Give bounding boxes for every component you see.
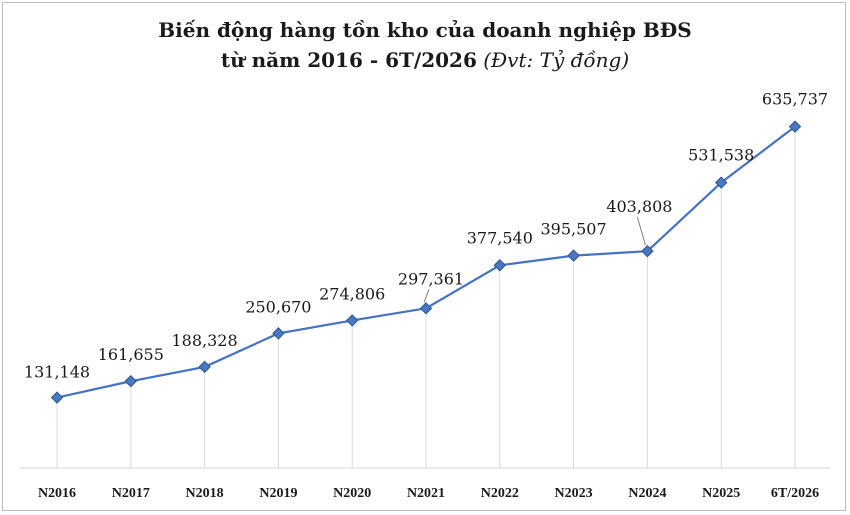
label-leader-line bbox=[636, 217, 646, 246]
data-label: 403,808 bbox=[606, 197, 672, 216]
data-label: 377,540 bbox=[467, 228, 533, 247]
data-point-marker bbox=[50, 391, 64, 404]
x-tick-label: N2018 bbox=[186, 486, 224, 501]
x-tick-label: N2017 bbox=[112, 486, 150, 501]
data-labels: 131,148 161,655 188,328 250,670 274,806 297,3… bbox=[24, 90, 828, 382]
data-point-marker bbox=[788, 120, 802, 133]
data-point-marker bbox=[567, 249, 580, 262]
data-point-marker bbox=[345, 314, 359, 327]
data-label: 635,737 bbox=[762, 90, 828, 109]
label-leader-line bbox=[423, 289, 430, 303]
x-tick-label: N2022 bbox=[481, 486, 519, 501]
leader-lines bbox=[423, 217, 646, 303]
data-label: 274,806 bbox=[319, 284, 385, 303]
data-label: 250,670 bbox=[245, 297, 311, 316]
data-label: 188,328 bbox=[172, 331, 238, 350]
x-tick-label: N2024 bbox=[628, 486, 666, 501]
chart-title: Biến động hàng tồn kho của doanh nghiệp … bbox=[158, 18, 692, 42]
chart-subtitle-text: từ năm 2016 - 6T/2026 bbox=[220, 48, 477, 72]
x-tick-label: N2023 bbox=[555, 486, 593, 501]
data-markers bbox=[50, 120, 802, 404]
data-point-marker bbox=[272, 327, 285, 340]
data-point-marker bbox=[198, 360, 211, 374]
data-label: 395,507 bbox=[541, 220, 607, 239]
chart-subtitle: từ năm 2016 - 6T/2026 (Đvt: Tỷ đồng) bbox=[0, 46, 850, 74]
data-point-marker bbox=[124, 374, 138, 388]
x-tick-label: 6T/2026 bbox=[771, 486, 819, 501]
data-label: 297,361 bbox=[398, 269, 464, 288]
data-point-marker bbox=[641, 244, 654, 258]
x-tick-label: N2020 bbox=[333, 486, 371, 501]
x-tick-labels: N2016 N2017 N2018 N2019 N2020 N2021 N2022 N2023… bbox=[38, 486, 819, 501]
data-point-marker bbox=[493, 259, 507, 272]
x-tick-label: N2016 bbox=[38, 486, 76, 501]
data-label: 531,538 bbox=[688, 146, 754, 165]
x-tick-label: N2025 bbox=[702, 486, 740, 501]
x-tick-label: N2019 bbox=[259, 486, 297, 501]
drop-lines bbox=[56, 126, 796, 468]
data-label: 131,148 bbox=[24, 363, 90, 382]
data-label: 161,655 bbox=[98, 345, 164, 364]
data-point-marker bbox=[714, 176, 728, 189]
chart-unit-note: (Đvt: Tỷ đồng) bbox=[483, 48, 630, 72]
x-tick-label: N2021 bbox=[407, 486, 445, 501]
data-point-marker bbox=[419, 302, 433, 315]
